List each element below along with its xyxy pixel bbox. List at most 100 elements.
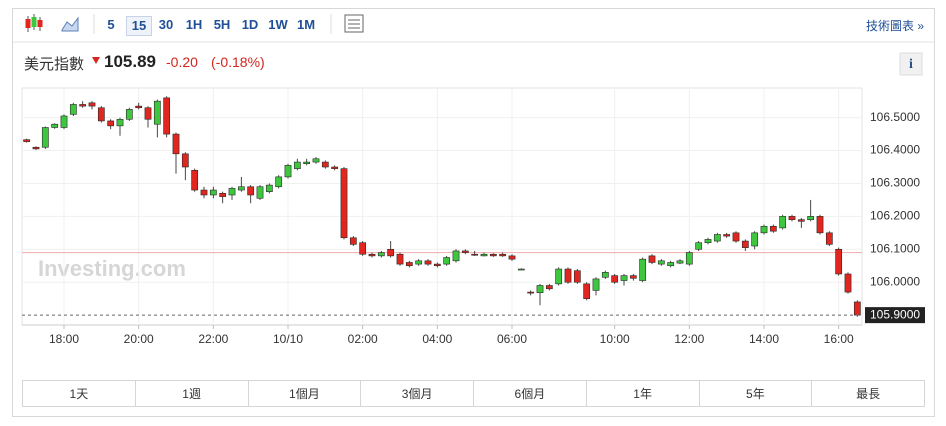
candle-body [191, 169, 199, 191]
candle-body [331, 166, 339, 169]
candle-body [573, 270, 581, 283]
candle-body [769, 225, 777, 232]
candle-body [555, 268, 563, 285]
candle-body [779, 216, 787, 229]
candle-body [657, 260, 665, 265]
candle-body [797, 219, 805, 222]
candle-body [667, 262, 675, 267]
candle-body [41, 127, 49, 148]
price: 105.89 [104, 52, 156, 71]
candle-body [349, 237, 357, 245]
x-tick-label: 18:00 [49, 332, 79, 346]
candle-body [163, 97, 171, 135]
range-button[interactable]: 5年 [698, 380, 813, 407]
candle-body [51, 123, 59, 128]
candle-body [825, 232, 833, 245]
interval-button[interactable]: 1D [241, 17, 259, 32]
candle-body [303, 161, 311, 165]
x-tick-label: 04:00 [422, 332, 452, 346]
info-button[interactable] [899, 52, 923, 76]
candle-body [835, 248, 843, 275]
candle-body [321, 161, 329, 168]
chart-link[interactable]: 技術圖表 » [866, 19, 925, 33]
candle-body [536, 285, 544, 294]
candle-body [685, 252, 693, 265]
candle-body [853, 301, 861, 316]
candle-body [433, 263, 441, 267]
interval-button[interactable]: 15 [126, 16, 152, 36]
instrument-name: 美元指數 [24, 56, 85, 73]
candle-body [480, 253, 488, 257]
range-button[interactable]: 1天 [22, 380, 136, 407]
candle-body [704, 239, 712, 244]
y-tick-label: 106.0000 [870, 274, 920, 288]
candle-icon[interactable] [25, 14, 43, 32]
interval-button[interactable]: 5H [213, 17, 231, 32]
last-price-box [865, 307, 925, 324]
candle-body [732, 232, 740, 242]
candle-body [200, 189, 208, 196]
candle-body [545, 285, 553, 290]
candle-body [172, 133, 180, 155]
candle-body [471, 253, 479, 256]
candle-body [60, 115, 68, 128]
range-button[interactable]: 最長 [811, 380, 925, 407]
interval-button[interactable]: 30 [158, 17, 174, 32]
candle-body [816, 216, 824, 234]
interval-button[interactable]: 1W [268, 17, 288, 32]
info-icon[interactable]: i [909, 57, 913, 72]
range-button[interactable]: 1個月 [247, 380, 362, 407]
range-button[interactable]: 6個月 [473, 380, 587, 407]
candle-body [405, 262, 413, 267]
down-arrow [92, 57, 100, 64]
candle-body [88, 102, 96, 107]
x-tick-label: 14:00 [749, 332, 779, 346]
candle-body [639, 258, 647, 281]
area-icon[interactable] [61, 16, 79, 32]
candle-body [69, 104, 77, 115]
table-icon[interactable] [344, 14, 364, 33]
x-tick-label: 10/10 [273, 332, 303, 346]
candle-body [107, 120, 115, 127]
candle-body [368, 253, 376, 257]
last-price-label: 105.9000 [870, 307, 920, 321]
candle-body [396, 253, 404, 265]
candle-body [23, 139, 31, 142]
candle-body [741, 240, 749, 248]
candle-body [135, 105, 143, 109]
range-button[interactable]: 3個月 [360, 380, 474, 407]
range-button[interactable]: 1年 [585, 380, 700, 407]
candle-body [527, 291, 535, 294]
candle-body [788, 216, 796, 220]
x-tick-label: 16:00 [824, 332, 854, 346]
candle-body [144, 107, 152, 120]
candle-body [424, 260, 432, 265]
candle-body [611, 275, 619, 283]
candle-body [228, 188, 236, 196]
watermark: Investing.com [38, 256, 186, 281]
candle-body [415, 260, 423, 265]
candle-body [443, 257, 451, 265]
interval-button[interactable]: 1H [185, 17, 203, 32]
candle-body [844, 273, 852, 293]
candle-body [79, 104, 87, 107]
candle-body [564, 268, 572, 283]
candle-body [237, 186, 245, 191]
candle-body [284, 165, 292, 178]
interval-button[interactable]: 1M [296, 17, 316, 32]
candle-body [713, 234, 721, 242]
candle-body [153, 100, 161, 125]
candle-body [723, 234, 731, 237]
candle-body [517, 268, 525, 271]
candle-body [219, 193, 227, 197]
interval-button[interactable]: 5 [107, 17, 115, 32]
candle-body [359, 242, 367, 255]
candle-body [377, 252, 385, 257]
range-button[interactable]: 1週 [134, 380, 249, 407]
change-percent: (-0.18%) [211, 54, 265, 70]
candle-body [312, 158, 320, 163]
candle-body [601, 272, 609, 278]
candle-body [676, 260, 684, 264]
